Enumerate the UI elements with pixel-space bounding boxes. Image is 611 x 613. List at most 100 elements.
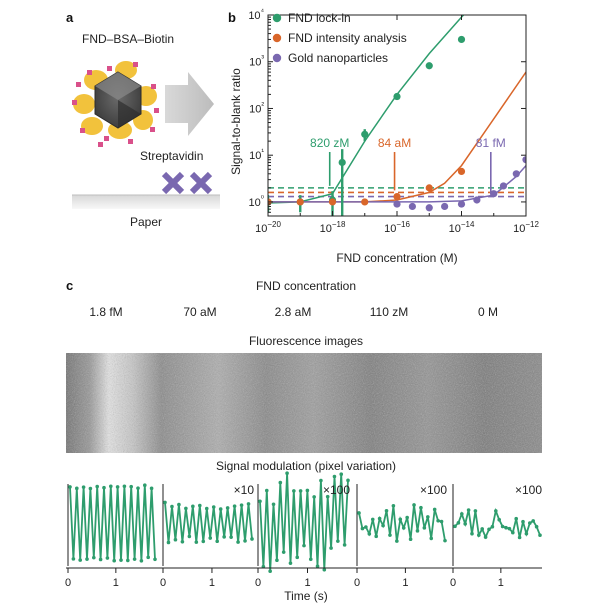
trace-point	[225, 506, 230, 510]
trace-point	[246, 502, 251, 506]
trace-point	[132, 557, 137, 561]
trace-point	[453, 524, 457, 529]
trace-point	[170, 504, 174, 509]
signal-to-blank-chart: 820 zM 84 aM 81 fM 10−20 10−18 10−16 10−14 10−1…	[229, 7, 539, 265]
trace-point	[534, 524, 539, 529]
time-tick-label: 1	[304, 577, 310, 589]
trace-point	[85, 557, 89, 561]
data-point	[328, 198, 337, 206]
trace-point	[163, 500, 167, 505]
trace-point	[342, 543, 347, 547]
trace-point	[81, 485, 86, 489]
trace-point	[115, 485, 120, 489]
trace-point	[302, 543, 306, 548]
x-tick-label: 10−18	[320, 220, 346, 235]
trace-point	[384, 508, 389, 513]
fluorescence-images-title: Fluorescence images	[249, 334, 363, 348]
process-arrow-icon	[165, 72, 214, 136]
trace-point	[211, 505, 216, 509]
trace-point	[480, 527, 485, 531]
legend-marker	[272, 33, 282, 43]
annotation-label: 84 aM	[378, 136, 411, 150]
trace-point	[483, 535, 488, 539]
trace-point	[129, 484, 133, 489]
trace-point	[187, 534, 192, 539]
y-tick-label: 10¹	[249, 147, 264, 162]
concentration-row: 1.8 fM 70 aM 2.8 aM 110 zM 0 M	[89, 305, 498, 319]
modulation-trace	[164, 502, 253, 543]
time-tick-label: 1	[498, 577, 504, 589]
trace-point	[405, 515, 409, 520]
trace-point	[432, 507, 437, 512]
data-point	[393, 193, 401, 201]
trace-point	[507, 526, 512, 531]
trace-point	[222, 535, 226, 539]
fluorescence-image-strip	[66, 353, 542, 453]
trace-point	[319, 478, 323, 483]
trace-point	[415, 529, 420, 533]
trace-point	[78, 558, 82, 562]
trace-point	[250, 537, 254, 541]
trace-point	[166, 540, 171, 545]
y-tick-label: 10⁴	[248, 7, 264, 22]
time-tick-label: 0	[354, 577, 360, 589]
trace-point	[429, 536, 434, 541]
trace-point	[322, 567, 327, 572]
trace-point	[239, 503, 244, 507]
trace-point	[264, 488, 269, 493]
trace-point	[305, 488, 310, 493]
trace-point	[153, 557, 157, 562]
trace-point	[215, 539, 219, 544]
trace-point	[95, 484, 99, 489]
trace-point	[439, 519, 444, 524]
y-tick-label: 10⁰	[249, 194, 264, 209]
trace-point	[487, 527, 491, 532]
trace-point	[258, 499, 262, 504]
data-point	[393, 200, 401, 208]
time-axis-label: Time (s)	[284, 589, 328, 603]
trace-point	[119, 558, 123, 562]
paper-label: Paper	[130, 215, 162, 229]
trace-point	[71, 557, 76, 561]
fnd-bsa-biotin-label: FND–BSA–Biotin	[82, 32, 174, 46]
trace-point	[88, 486, 93, 491]
trace-point	[477, 533, 481, 537]
signal-modulation-title: Signal modulation (pixel variation)	[216, 459, 396, 473]
trace-point	[336, 539, 340, 543]
trace-point	[511, 530, 515, 535]
legend-label: FND lock-in	[288, 11, 351, 25]
trace-point	[325, 494, 330, 499]
annotation-label: 820 zM	[310, 136, 349, 150]
trace-point	[92, 555, 96, 560]
fnd-particle-illustration	[72, 61, 159, 147]
trace-point	[514, 516, 518, 521]
data-point	[499, 182, 508, 190]
data-point	[457, 167, 466, 176]
trace-point	[456, 521, 461, 525]
concentration-label: 2.8 aM	[275, 305, 312, 319]
modulation-trace	[69, 485, 156, 561]
trace-point	[346, 478, 350, 483]
trace-point	[191, 504, 195, 509]
trace-point	[68, 485, 72, 489]
y-tick-label: 10³	[249, 54, 264, 69]
x-tick-label: 10−12	[513, 220, 539, 235]
trace-point	[504, 525, 508, 530]
trace-point	[308, 557, 313, 562]
trace-point	[381, 523, 385, 528]
trace-point	[201, 539, 206, 544]
concentration-label: 1.8 fM	[89, 305, 122, 319]
trace-point	[285, 471, 289, 476]
trace-point	[275, 558, 279, 563]
panel-b-label: b	[228, 10, 236, 25]
data-point	[393, 92, 401, 101]
trace-point	[136, 486, 140, 490]
legend-label: FND intensity analysis	[288, 31, 407, 45]
trace-point	[367, 532, 372, 536]
time-tick-label: 1	[402, 577, 408, 589]
trace-point	[315, 564, 320, 569]
trace-point	[370, 517, 375, 522]
trace-point	[412, 503, 416, 507]
trace-point	[388, 533, 392, 537]
data-point	[522, 156, 526, 164]
